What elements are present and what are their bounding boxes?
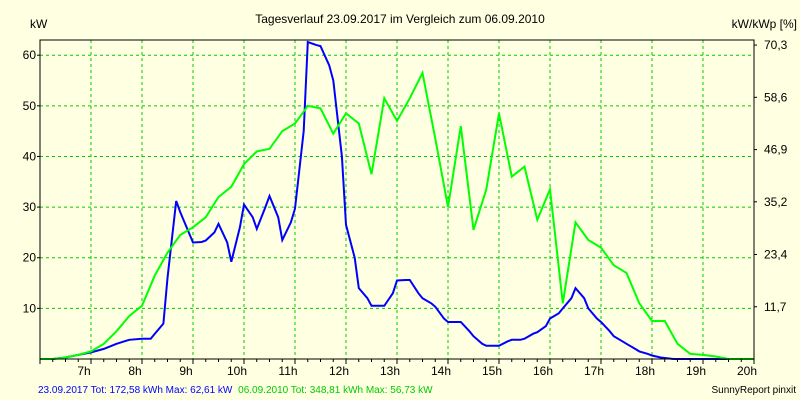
- x-tick-label: 13h: [380, 364, 400, 378]
- y-left-tick-label: 30: [23, 200, 37, 214]
- credit-text: SunnyReport pinxit: [712, 385, 797, 396]
- x-tick-label: 20h: [737, 364, 757, 378]
- y-right-tick-label: 23,4: [764, 248, 788, 262]
- y-right-tick-label: 35,2: [764, 195, 788, 209]
- x-tick-label: 18h: [635, 364, 655, 378]
- footer-stat-reference: 06.09.2010 Tot: 348,81 kWh Max: 56,73 kW: [238, 385, 433, 396]
- footer-stats: 23.09.2017 Tot: 172,58 kWh Max: 62,61 kW…: [38, 385, 433, 396]
- x-tick-label: 14h: [431, 364, 451, 378]
- x-tick-label: 11h: [278, 364, 297, 378]
- x-tick-label: 10h: [227, 364, 247, 378]
- x-axis-ticks: 7h 8h 9h 10h 11h 12h 13h 14h 15h 16h 17h 18h 19h 20h: [39, 359, 757, 378]
- x-tick-label: 9h: [179, 364, 192, 378]
- series-line-reference: [40, 69, 754, 360]
- y-right-tick-label: 46,9: [764, 143, 788, 157]
- y-axis-left-label: kW: [30, 17, 48, 31]
- y-left-tick-label: 40: [23, 149, 37, 163]
- grid-lines: [40, 40, 755, 359]
- footer-stat-current: 23.09.2017 Tot: 172,58 kWh Max: 62,61 kW: [38, 385, 233, 396]
- x-tick-label: 12h: [329, 364, 349, 378]
- y-right-tick-label: 11,7: [764, 300, 787, 314]
- x-tick-label: 17h: [584, 364, 604, 378]
- y-left-tick-label: 10: [23, 301, 37, 315]
- plot-area: [39, 39, 755, 360]
- y-axis-left-ticks: 10 20 30 40 50 60: [23, 48, 40, 315]
- y-axis-right-ticks: 11,7 23,4 35,2 46,9 58,6 70,3: [754, 38, 788, 314]
- y-right-tick-label: 70,3: [764, 38, 788, 52]
- x-tick-label: 15h: [482, 364, 502, 378]
- series-layer: [40, 40, 754, 360]
- y-left-tick-label: 20: [23, 251, 37, 265]
- y-left-tick-label: 60: [23, 48, 37, 62]
- y-left-tick-label: 50: [23, 99, 37, 113]
- y-right-tick-label: 58,6: [764, 90, 788, 104]
- x-tick-label: 7h: [77, 364, 90, 378]
- y-axis-right-label: kW/kWp [%]: [732, 17, 797, 31]
- x-tick-label: 16h: [533, 364, 553, 378]
- x-tick-label: 19h: [686, 364, 706, 378]
- x-tick-label: 8h: [128, 364, 141, 378]
- chart-title: Tagesverlauf 23.09.2017 im Vergleich zum…: [255, 12, 545, 26]
- series-line-current: [40, 40, 754, 360]
